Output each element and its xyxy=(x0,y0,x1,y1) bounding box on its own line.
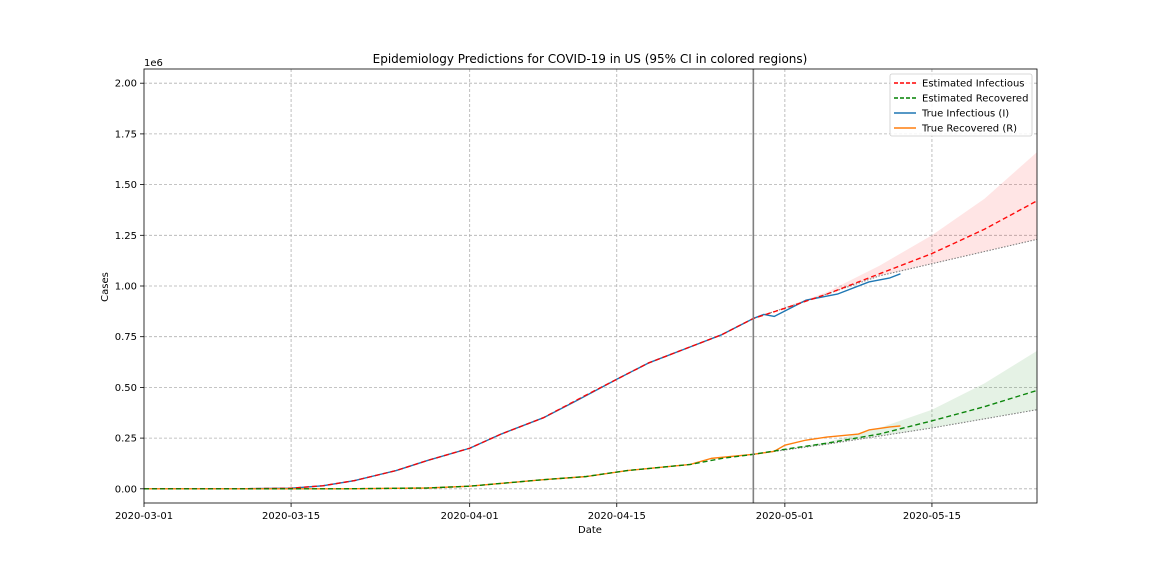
legend-label: Estimated Infectious xyxy=(922,79,1025,90)
x-tick-label: 2020-03-15 xyxy=(262,511,320,522)
y-axis-offset-label: 1e6 xyxy=(144,58,163,69)
confidence-lower-bound xyxy=(753,409,1038,455)
series-line-layer xyxy=(144,200,1038,490)
y-axis-label: Cases xyxy=(100,272,111,302)
x-tick-label: 2020-05-15 xyxy=(903,511,961,522)
tick-layer: 2020-03-01 2020-03-15 2020-04-01 2020-04-15… xyxy=(115,79,961,522)
x-tick-label: 2020-05-01 xyxy=(756,511,814,522)
y-tick-label: 0.75 xyxy=(115,332,137,343)
y-tick-label: 2.00 xyxy=(115,79,137,90)
series-line xyxy=(144,200,1038,490)
y-tick-label: 0.25 xyxy=(115,434,137,445)
y-tick-label: 1.50 xyxy=(115,180,137,191)
confidence-lower-bound xyxy=(753,238,1038,319)
legend: Estimated Infectious Estimated Recovered T… xyxy=(889,73,1033,137)
x-tick-label: 2020-03-01 xyxy=(115,511,173,522)
confidence-band-layer xyxy=(753,152,1038,455)
series-line xyxy=(144,389,1038,490)
series-line xyxy=(144,273,901,490)
legend-box xyxy=(889,73,1033,137)
confidence-band xyxy=(753,152,1037,319)
series-line xyxy=(144,425,901,490)
legend-label: True Infectious (I) xyxy=(921,109,1009,120)
y-tick-label: 0.50 xyxy=(115,383,137,394)
x-tick-label: 2020-04-01 xyxy=(441,511,499,522)
legend-label: Estimated Recovered xyxy=(922,94,1028,105)
y-tick-label: 0.00 xyxy=(115,484,137,495)
chart-title: Epidemiology Predictions for COVID-19 in… xyxy=(373,52,808,66)
x-tick-label: 2020-04-15 xyxy=(588,511,646,522)
y-tick-label: 1.00 xyxy=(115,282,137,293)
y-tick-label: 1.25 xyxy=(115,231,137,242)
grid-layer xyxy=(144,69,1037,503)
x-axis-label: Date xyxy=(578,525,602,536)
legend-label: True Recovered (R) xyxy=(921,124,1017,135)
y-tick-label: 1.75 xyxy=(115,129,137,140)
confidence-band xyxy=(753,350,1037,455)
